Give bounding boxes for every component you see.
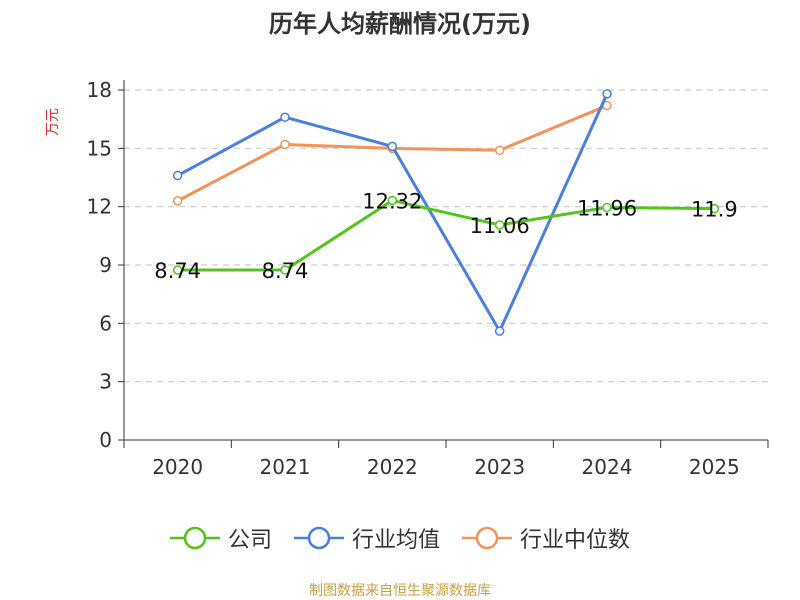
data-point <box>494 220 505 230</box>
source-note: 制图数据来自恒生聚源数据库 <box>309 583 491 599</box>
data-point <box>494 326 505 336</box>
x-tick-label: 2025 <box>689 455 740 479</box>
y-tick-label: 3 <box>99 370 112 394</box>
x-tick-label: 2022 <box>367 455 418 479</box>
legend-swatch <box>169 526 220 550</box>
data-label: 11.06 <box>470 214 530 238</box>
legend-label: 公司 <box>227 528 272 553</box>
data-point <box>602 202 612 213</box>
x-tick-label: 2021 <box>260 455 311 479</box>
data-label: 8.74 <box>154 259 201 283</box>
x-tick-label: 2020 <box>152 455 203 479</box>
data-point <box>280 265 290 275</box>
series-line-0 <box>177 198 715 272</box>
legend-marker <box>307 526 331 550</box>
data-point <box>709 203 720 214</box>
data-point <box>172 170 183 181</box>
series-line-2 <box>176 104 608 203</box>
data-point <box>387 195 398 206</box>
chart-title: 历年人均薪酬情况(万元) <box>269 10 531 38</box>
data-label: 8.74 <box>262 259 309 283</box>
data-label: 11.96 <box>577 196 637 220</box>
legend-swatch <box>462 526 512 550</box>
data-point <box>602 89 612 99</box>
legend-item[interactable]: 公司 <box>169 522 272 554</box>
data-point <box>172 196 183 206</box>
legend-swatch <box>293 526 344 550</box>
data-label: 11.9 <box>691 198 738 222</box>
y-tick-label: 18 <box>87 78 112 102</box>
legend-item[interactable]: 行业均值 <box>293 522 440 554</box>
y-tick-label: 15 <box>87 136 112 160</box>
x-tick-label: 2023 <box>474 455 525 479</box>
data-label: 12.32 <box>362 189 422 213</box>
data-point <box>387 141 398 152</box>
legend-marker <box>183 526 207 550</box>
y-tick-label: 0 <box>99 428 112 452</box>
legend: 公司 行业均值 行业中位数 <box>0 522 800 554</box>
y-tick-label: 6 <box>99 311 112 335</box>
y-tick-label: 9 <box>99 253 112 277</box>
legend-item[interactable]: 行业中位数 <box>462 522 630 554</box>
data-point <box>172 265 183 275</box>
x-tick-label: 2024 <box>582 455 633 479</box>
legend-label: 行业中位数 <box>520 528 631 553</box>
y-tick-label: 12 <box>87 195 112 219</box>
data-point <box>280 112 290 122</box>
data-point <box>494 145 505 156</box>
legend-marker <box>475 526 499 550</box>
legend-label: 行业均值 <box>351 528 440 553</box>
data-point <box>280 139 290 150</box>
